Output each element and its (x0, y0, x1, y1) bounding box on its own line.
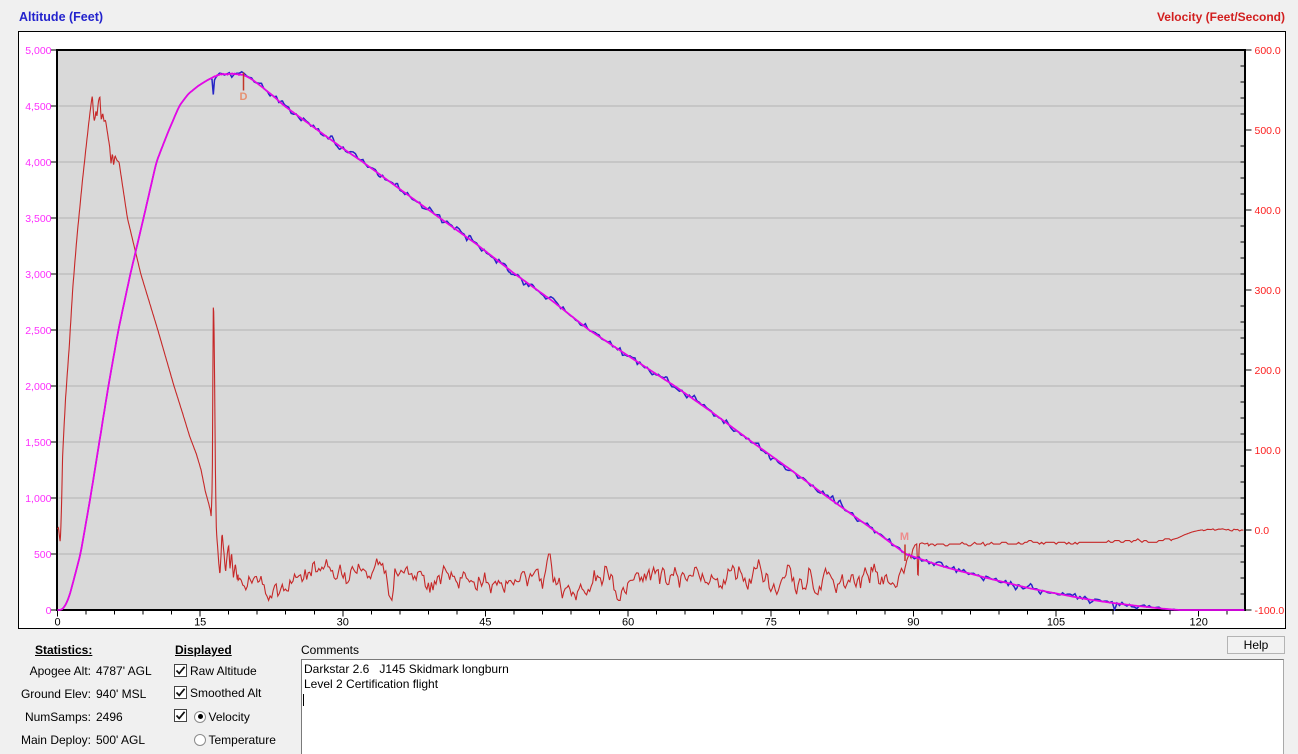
svg-text:100.0: 100.0 (1255, 445, 1281, 457)
svg-text:0.0: 0.0 (1255, 525, 1270, 537)
svg-text:600.0: 600.0 (1255, 45, 1281, 57)
svg-text:5,000: 5,000 (25, 45, 51, 57)
svg-text:0: 0 (54, 617, 60, 629)
svg-text:D: D (240, 91, 248, 103)
svg-text:300.0: 300.0 (1255, 285, 1281, 297)
svg-text:15: 15 (194, 617, 206, 629)
svg-text:500.0: 500.0 (1255, 125, 1281, 137)
svg-text:75: 75 (765, 617, 777, 629)
svg-text:4,000: 4,000 (25, 157, 51, 169)
svg-text:3,500: 3,500 (25, 213, 51, 225)
svg-text:120: 120 (1190, 617, 1208, 629)
svg-text:30: 30 (337, 617, 349, 629)
svg-text:1,000: 1,000 (25, 493, 51, 505)
svg-text:1,500: 1,500 (25, 437, 51, 449)
svg-text:2,500: 2,500 (25, 325, 51, 337)
svg-text:45: 45 (479, 617, 491, 629)
svg-text:3,000: 3,000 (25, 269, 51, 281)
svg-text:400.0: 400.0 (1255, 205, 1281, 217)
svg-text:-100.0: -100.0 (1255, 605, 1285, 617)
svg-text:0: 0 (46, 605, 52, 617)
svg-text:105: 105 (1047, 617, 1065, 629)
svg-text:4,500: 4,500 (25, 101, 51, 113)
svg-text:90: 90 (907, 617, 919, 629)
svg-text:200.0: 200.0 (1255, 365, 1281, 377)
svg-text:500: 500 (34, 549, 52, 561)
svg-text:M: M (900, 531, 909, 543)
svg-text:60: 60 (622, 617, 634, 629)
svg-text:2,000: 2,000 (25, 381, 51, 393)
